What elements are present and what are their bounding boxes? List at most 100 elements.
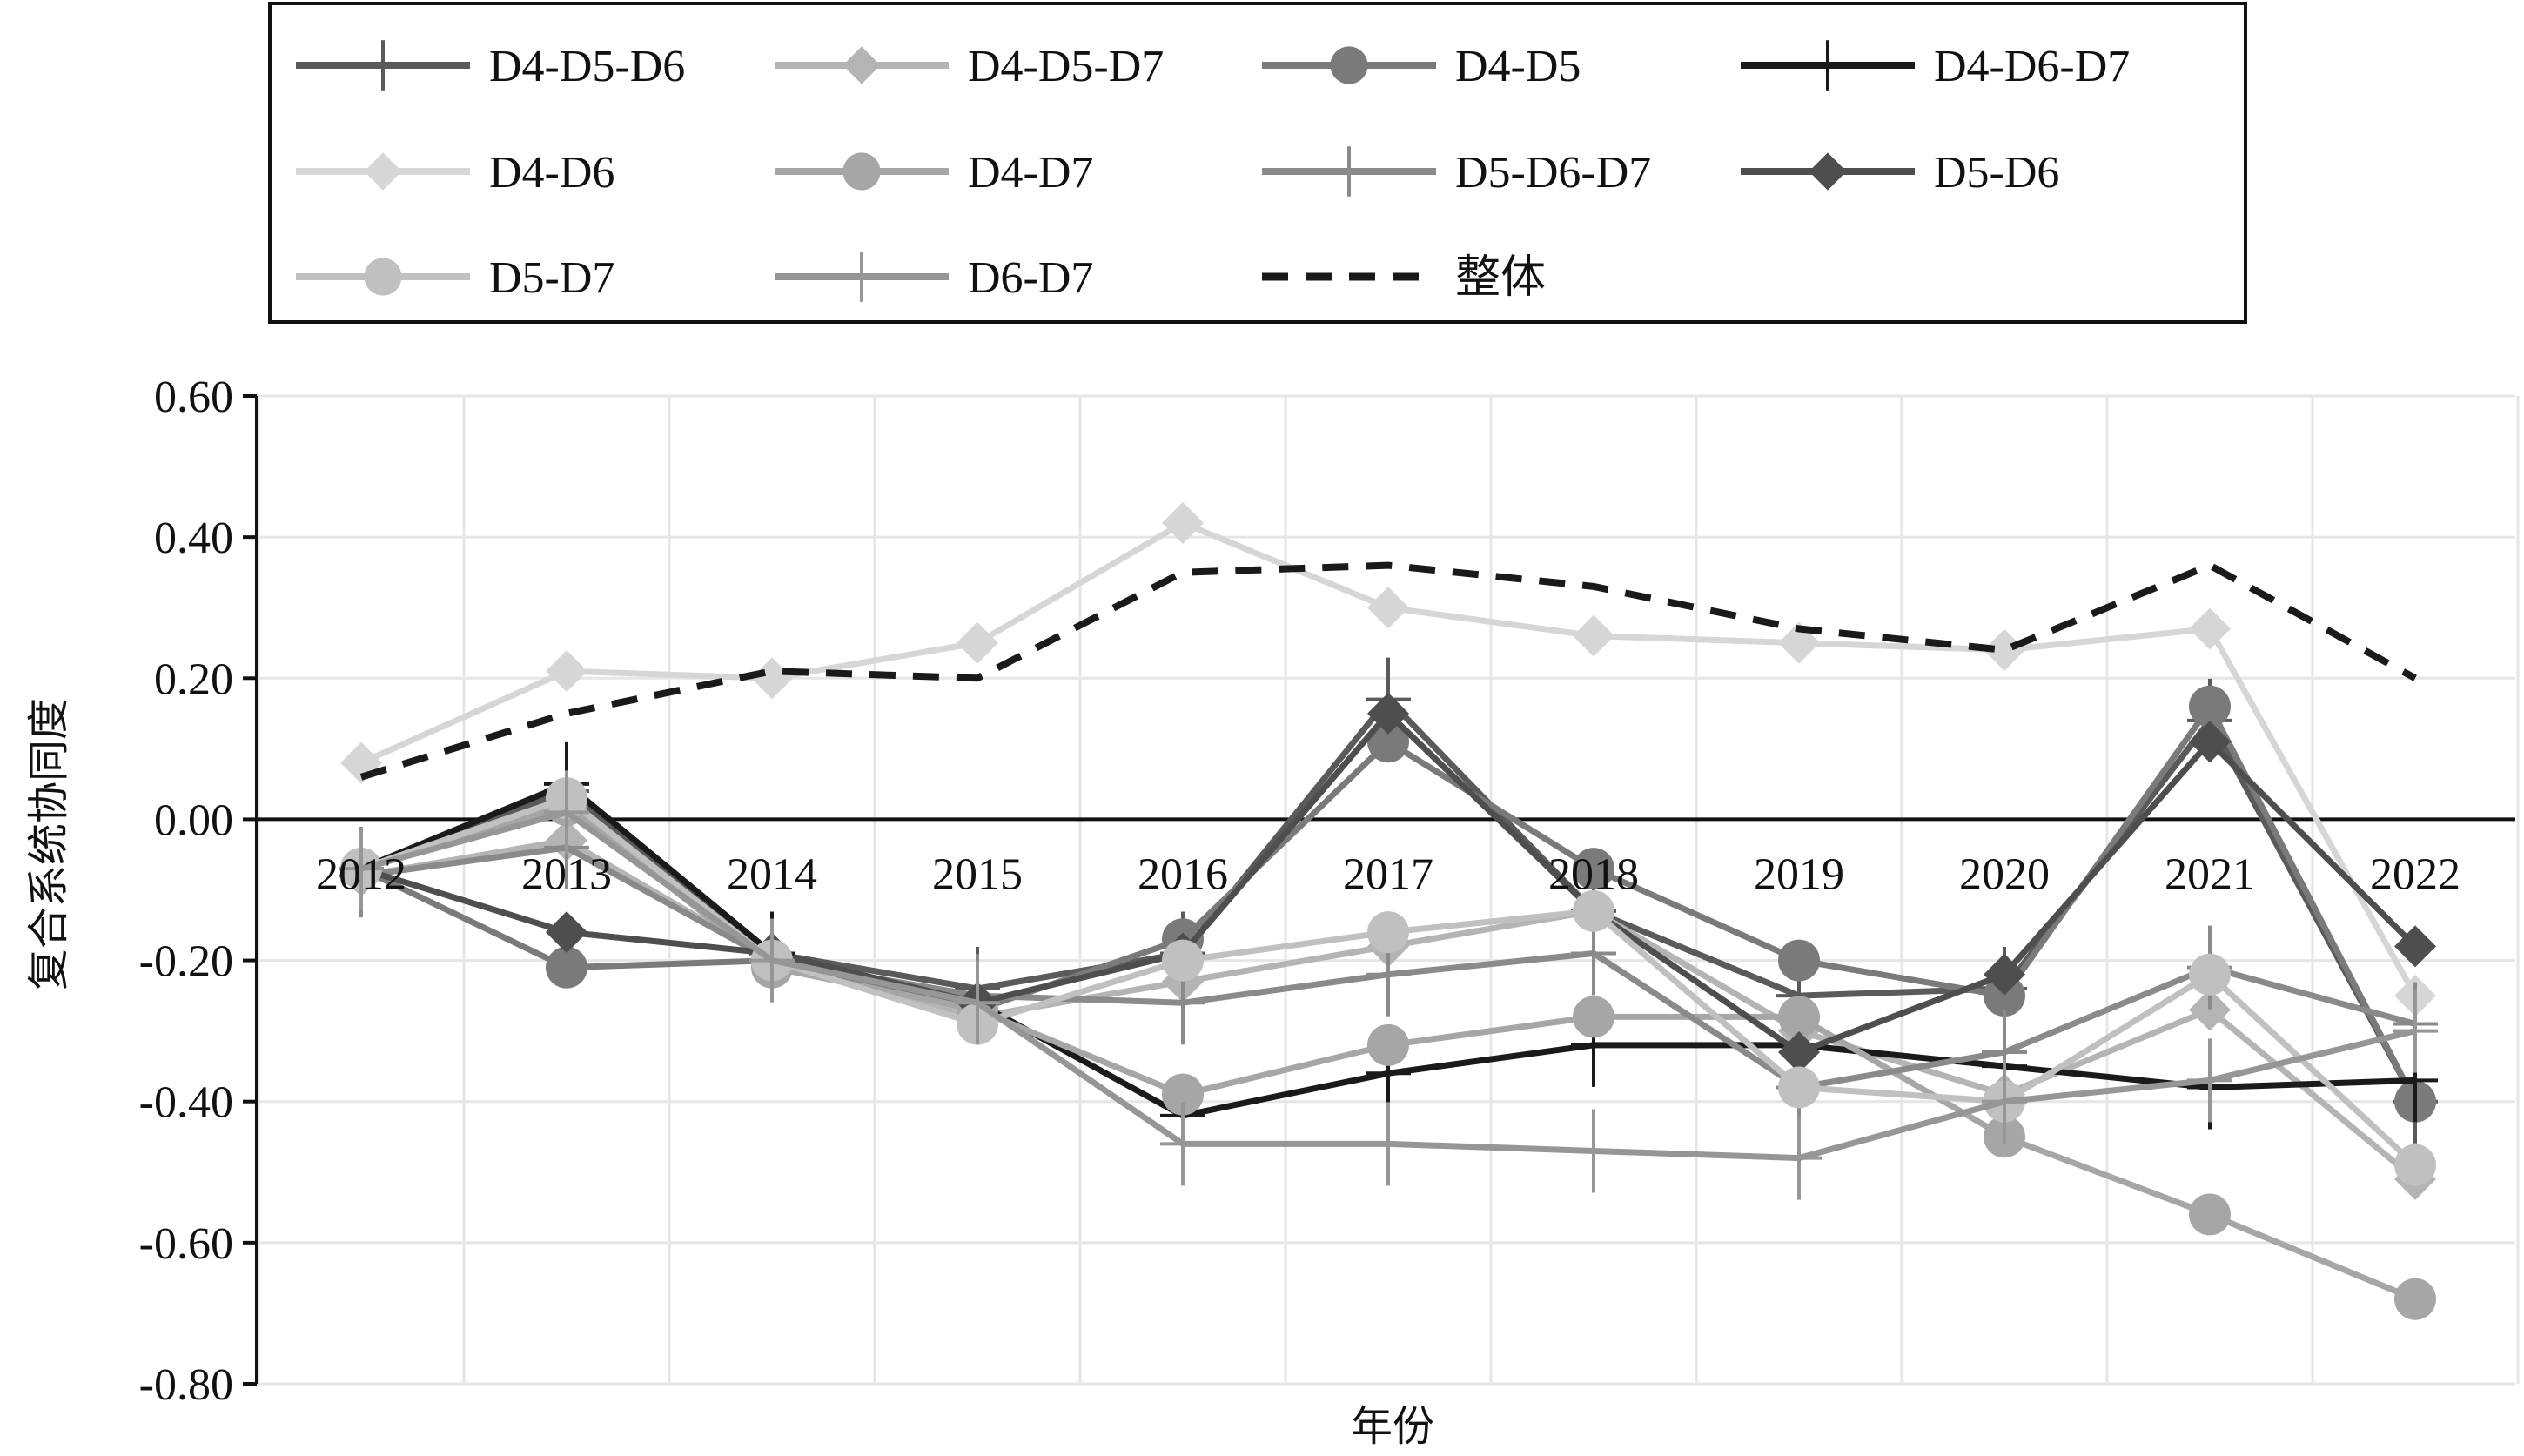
point-marker-diamond bbox=[1984, 628, 2025, 671]
point-marker-circle bbox=[1778, 939, 1820, 982]
point-marker-plus bbox=[1335, 146, 1363, 197]
legend-entry: D6-D7 bbox=[775, 252, 1093, 303]
legend-entry: D4-D5 bbox=[1262, 42, 1581, 91]
point-marker-diamond bbox=[1162, 501, 1204, 544]
point-marker-diamond bbox=[842, 46, 881, 84]
point-marker-plus bbox=[1571, 1109, 1616, 1193]
legend-entry: D4-D5-D6 bbox=[296, 40, 685, 91]
point-marker-circle bbox=[1162, 939, 1204, 982]
point-marker-plus bbox=[544, 770, 589, 855]
point-marker-diamond bbox=[2189, 989, 2231, 1031]
point-marker-circle bbox=[1573, 889, 1614, 932]
point-marker-plus bbox=[848, 252, 876, 302]
legend-label: D5-D6 bbox=[1934, 148, 2059, 198]
legend-label: D4-D5-D6 bbox=[489, 42, 685, 91]
x-tick-label: 2022 bbox=[2370, 849, 2460, 899]
legend-box bbox=[268, 2, 2247, 324]
x-tick-label: 2018 bbox=[1548, 849, 1639, 899]
y-tick-label: -0.20 bbox=[139, 937, 233, 987]
point-marker-diamond bbox=[546, 911, 587, 954]
y-tick-label: 0.00 bbox=[154, 795, 233, 845]
x-tick-label: 2013 bbox=[521, 849, 612, 899]
y-tick-label: -0.60 bbox=[139, 1219, 233, 1269]
legend-entry: D5-D6 bbox=[1741, 148, 2059, 198]
point-marker-plus bbox=[1814, 40, 1842, 91]
point-marker-plus bbox=[955, 961, 1000, 1045]
point-marker-diamond bbox=[1809, 152, 1847, 191]
y-tick-labels: 0.60 0.40 0.20 0.00 -0.20 -0.40 -0.60 -0.80 bbox=[139, 372, 233, 1410]
x-tick-label: 2020 bbox=[1959, 849, 2050, 899]
legend-label: D5-D6-D7 bbox=[1455, 148, 1651, 198]
series-line bbox=[359, 561, 2417, 781]
point-marker-circle bbox=[1367, 721, 1409, 763]
point-marker-circle bbox=[1162, 1073, 1204, 1116]
y-tick-label: -0.80 bbox=[139, 1360, 233, 1410]
y-tick-label: 0.60 bbox=[154, 372, 233, 422]
point-marker-plus bbox=[749, 918, 795, 1003]
legend-entry: 整体 bbox=[1262, 253, 1546, 303]
point-marker-plus bbox=[369, 40, 397, 91]
point-marker-circle bbox=[1778, 1066, 1820, 1109]
x-tick-labels: 2012 2013 2014 2015 2016 2017 2018 2019 2020 2021… bbox=[316, 849, 2460, 899]
x-tick-label: 2016 bbox=[1138, 849, 1228, 899]
legend-label: D6-D7 bbox=[968, 253, 1093, 303]
x-tick-label: 2017 bbox=[1343, 849, 1433, 899]
y-tick-label: 0.40 bbox=[154, 513, 233, 563]
x-tick-label: 2015 bbox=[932, 849, 1023, 899]
point-marker-circle bbox=[1330, 46, 1368, 84]
legend-label: D4-D6 bbox=[489, 148, 614, 198]
point-marker-circle bbox=[546, 946, 587, 989]
point-marker-circle bbox=[2394, 1144, 2436, 1186]
y-tick-label: -0.40 bbox=[139, 1078, 233, 1128]
y-axis-title: 复合系统协同度 bbox=[24, 698, 73, 990]
point-marker-circle bbox=[2189, 685, 2231, 728]
y-tick-label: 0.20 bbox=[154, 654, 233, 704]
legend-label: D4-D6-D7 bbox=[1934, 42, 2130, 91]
series-整体 bbox=[359, 561, 2417, 781]
legend: D4-D5-D6 D4-D5-D7 D4-D5 D4-D6-D7 D4-D6 D4-D7 D… bbox=[268, 2, 2247, 324]
point-marker-diamond bbox=[957, 621, 998, 664]
point-marker-plus bbox=[1366, 1102, 1411, 1186]
point-marker-diamond bbox=[1573, 614, 1614, 657]
point-marker-circle bbox=[1778, 996, 1820, 1038]
point-marker-plus bbox=[339, 827, 384, 911]
point-marker-diamond bbox=[1778, 1030, 1820, 1073]
point-marker-circle bbox=[1984, 975, 2025, 1017]
legend-entry: D4-D6 bbox=[296, 148, 614, 198]
x-tick-label: 2021 bbox=[2165, 849, 2255, 899]
point-marker-circle bbox=[2394, 1278, 2436, 1320]
point-marker-diamond bbox=[1367, 587, 1409, 629]
legend-entry: D4-D5-D7 bbox=[775, 42, 1164, 91]
legend-label: 整体 bbox=[1455, 253, 1546, 303]
series-D6-D7 bbox=[339, 770, 2438, 1200]
point-marker-diamond bbox=[546, 650, 587, 693]
point-marker-diamond bbox=[2189, 607, 2231, 650]
point-marker-diamond bbox=[2189, 721, 2231, 763]
legend-label: D4-D5-D7 bbox=[968, 42, 1164, 91]
point-marker-circle bbox=[2189, 953, 2231, 996]
legend-entry: D5-D6-D7 bbox=[1262, 146, 1651, 198]
legend-label: D4-D7 bbox=[968, 148, 1093, 198]
point-marker-circle bbox=[1573, 848, 1614, 890]
point-marker-circle bbox=[842, 152, 881, 191]
point-marker-plus bbox=[1776, 1116, 1822, 1200]
legend-label: D5-D7 bbox=[489, 253, 614, 303]
x-tick-label: 2019 bbox=[1754, 849, 1844, 899]
point-marker-circle bbox=[1367, 911, 1409, 954]
legend-entry: D4-D7 bbox=[775, 148, 1093, 198]
x-axis-title: 年份 bbox=[1351, 1402, 1434, 1451]
point-marker-circle bbox=[1367, 1023, 1409, 1066]
x-tick-label: 2012 bbox=[316, 849, 406, 899]
point-marker-plus bbox=[2393, 989, 2438, 1073]
point-marker-diamond bbox=[751, 657, 793, 700]
point-marker-diamond bbox=[1984, 953, 2025, 996]
series-layer bbox=[339, 501, 2438, 1320]
point-marker-circle bbox=[364, 258, 402, 296]
point-marker-plus bbox=[1160, 1102, 1205, 1186]
legend-entry: D5-D7 bbox=[296, 253, 614, 303]
legend-label: D4-D5 bbox=[1455, 42, 1581, 91]
point-marker-circle bbox=[2189, 1193, 2231, 1236]
point-marker-circle bbox=[1573, 996, 1614, 1038]
point-marker-plus bbox=[1982, 1059, 2027, 1144]
